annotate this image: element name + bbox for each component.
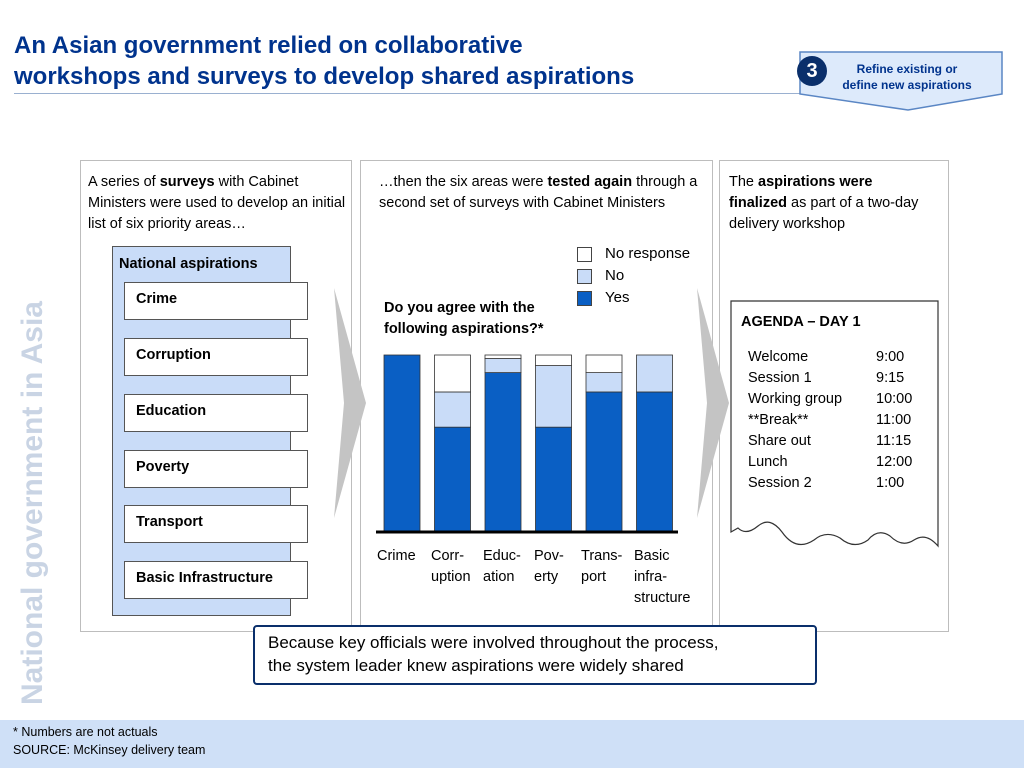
footer-bar: * Numbers are not actuals SOURCE: McKins… xyxy=(0,720,1024,768)
x-tick-label-basic-infrastructure: Basic infra-structure xyxy=(634,546,690,609)
x-tick-label-education: Educ-ation xyxy=(483,546,521,588)
survey-question-line1: Do you agree with the xyxy=(384,300,535,316)
agenda-item: **Break** xyxy=(748,412,809,428)
step-number-badge: 3 xyxy=(797,56,827,86)
agenda-time: 11:15 xyxy=(876,433,912,449)
x-tick-label-line: Educ- xyxy=(483,548,521,564)
x-tick-label-line: Crime xyxy=(377,548,416,564)
legend-swatch-no-response xyxy=(577,247,592,262)
agenda-time: 10:00 xyxy=(876,391,913,407)
agenda-time: 9:00 xyxy=(876,349,905,365)
survey-question-line2: following aspirations?* xyxy=(384,321,544,337)
panel2-text-pre: …then the six areas were xyxy=(379,174,548,190)
x-tick-label-corruption: Corr-uption xyxy=(431,546,471,588)
bar-corruption-no-response xyxy=(434,354,471,393)
aspiration-item-crime: Crime xyxy=(124,282,308,320)
flow-arrow-1 xyxy=(334,288,366,518)
agenda-item: Lunch xyxy=(748,454,788,470)
bar-poverty-no xyxy=(535,365,572,428)
stacked-bar-chart xyxy=(376,354,678,534)
bar-crime-yes xyxy=(383,354,421,532)
x-tick-label-line: Pov- xyxy=(534,548,564,564)
step-badge-shape xyxy=(799,51,1003,111)
step-badge-label-line1: Refine existing or xyxy=(856,62,958,76)
legend-swatch-yes xyxy=(577,291,592,306)
step-badge-label-line2: define new aspirations xyxy=(842,78,972,92)
step-badge-label: Refine existing or define new aspiration… xyxy=(826,61,988,93)
national-aspirations-title: National aspirations xyxy=(119,256,258,272)
agenda-time: 12:00 xyxy=(876,454,913,470)
panel1-text-pre: A series of xyxy=(88,174,160,190)
conclusion-line1: Because key officials were involved thro… xyxy=(268,633,719,652)
x-tick-label-line: port xyxy=(581,569,606,585)
panel3-text-pre: The xyxy=(729,174,759,190)
x-tick-label-line: uption xyxy=(431,569,471,585)
bar-transport-no xyxy=(585,372,623,393)
legend-label-no-response: No response xyxy=(605,245,691,262)
page-title-line1: An Asian government relied on collaborat… xyxy=(14,32,523,59)
bar-education-no-response xyxy=(484,354,522,359)
bar-poverty-no-response xyxy=(535,354,572,366)
bar-corruption-no xyxy=(434,391,471,428)
page-title: An Asian government relied on collaborat… xyxy=(14,30,774,92)
aspiration-item-education: Education xyxy=(124,394,308,432)
x-tick-label-crime: Crime xyxy=(377,546,416,567)
agenda-title: AGENDA – DAY 1 xyxy=(741,314,861,330)
x-tick-label-line: erty xyxy=(534,569,559,585)
panel3-text-post: as part of a two-day delivery workshop xyxy=(729,195,919,232)
agenda-item: Session 1 xyxy=(748,370,812,386)
bar-education-yes xyxy=(484,372,522,532)
x-tick-label-line: Basic xyxy=(634,548,670,564)
bar-poverty-yes xyxy=(535,426,572,532)
agenda-item: Welcome xyxy=(748,349,809,365)
legend-label-yes: Yes xyxy=(605,289,630,306)
conclusion-callout: Because key officials were involved thro… xyxy=(253,625,817,685)
x-tick-label-poverty: Pov-erty xyxy=(534,546,564,588)
x-tick-label-transport: Trans-port xyxy=(581,546,622,588)
bar-education-no xyxy=(484,358,522,373)
agenda-item: Working group xyxy=(748,391,843,407)
x-tick-label-line: Trans- xyxy=(581,548,623,564)
panel3-text-bold: aspirations were finalized xyxy=(729,174,873,211)
bar-basic-infrastructure-no xyxy=(636,354,673,393)
flow-arrow-2 xyxy=(697,288,729,518)
title-divider xyxy=(14,93,804,94)
bar-transport-no-response xyxy=(585,354,623,374)
panel1-description: A series of surveys with Cabinet Ministe… xyxy=(88,172,350,235)
aspiration-item-corruption: Corruption xyxy=(124,338,308,376)
x-tick-label-line: ation xyxy=(483,569,515,585)
survey-question: Do you agree with the following aspirati… xyxy=(384,298,544,340)
panel1-text-post: with Cabinet Ministers were used to deve… xyxy=(88,174,346,232)
source-note: SOURCE: McKinsey delivery team xyxy=(13,743,206,757)
panel3-description: The aspirations were finalized as part o… xyxy=(729,172,929,235)
x-tick-label-line: Corr- xyxy=(431,548,465,564)
aspiration-item-transport: Transport xyxy=(124,505,308,543)
panel2-text-post: through a second set of surveys with Cab… xyxy=(379,174,698,211)
aspiration-item-poverty: Poverty xyxy=(124,450,308,488)
side-watermark: National government in Asia xyxy=(16,301,49,705)
bar-basic-infrastructure-yes xyxy=(636,391,673,532)
bar-corruption-yes xyxy=(434,426,471,532)
agenda-time: 11:00 xyxy=(876,412,912,428)
agenda-time: 1:00 xyxy=(876,475,905,491)
footnote: * Numbers are not actuals xyxy=(13,725,158,739)
x-tick-label-line: infra- xyxy=(634,569,668,585)
agenda-item: Share out xyxy=(748,433,811,449)
page-title-line2: workshops and surveys to develop shared … xyxy=(14,63,635,90)
panel2-description: …then the six areas were tested again th… xyxy=(379,172,699,214)
conclusion-line2: the system leader knew aspirations were … xyxy=(268,656,684,675)
bar-transport-yes xyxy=(585,391,623,532)
agenda-item: Session 2 xyxy=(748,475,812,491)
legend-swatch-no xyxy=(577,269,592,284)
panel1-text-bold: surveys xyxy=(159,174,215,190)
x-tick-label-line: structure xyxy=(634,590,691,606)
panel2-text-bold: tested again xyxy=(547,174,633,190)
agenda-sheet xyxy=(730,300,939,548)
legend-label-no: No xyxy=(605,267,625,284)
aspiration-item-basic-infrastructure: Basic Infrastructure xyxy=(124,561,308,599)
agenda-time: 9:15 xyxy=(876,370,905,386)
